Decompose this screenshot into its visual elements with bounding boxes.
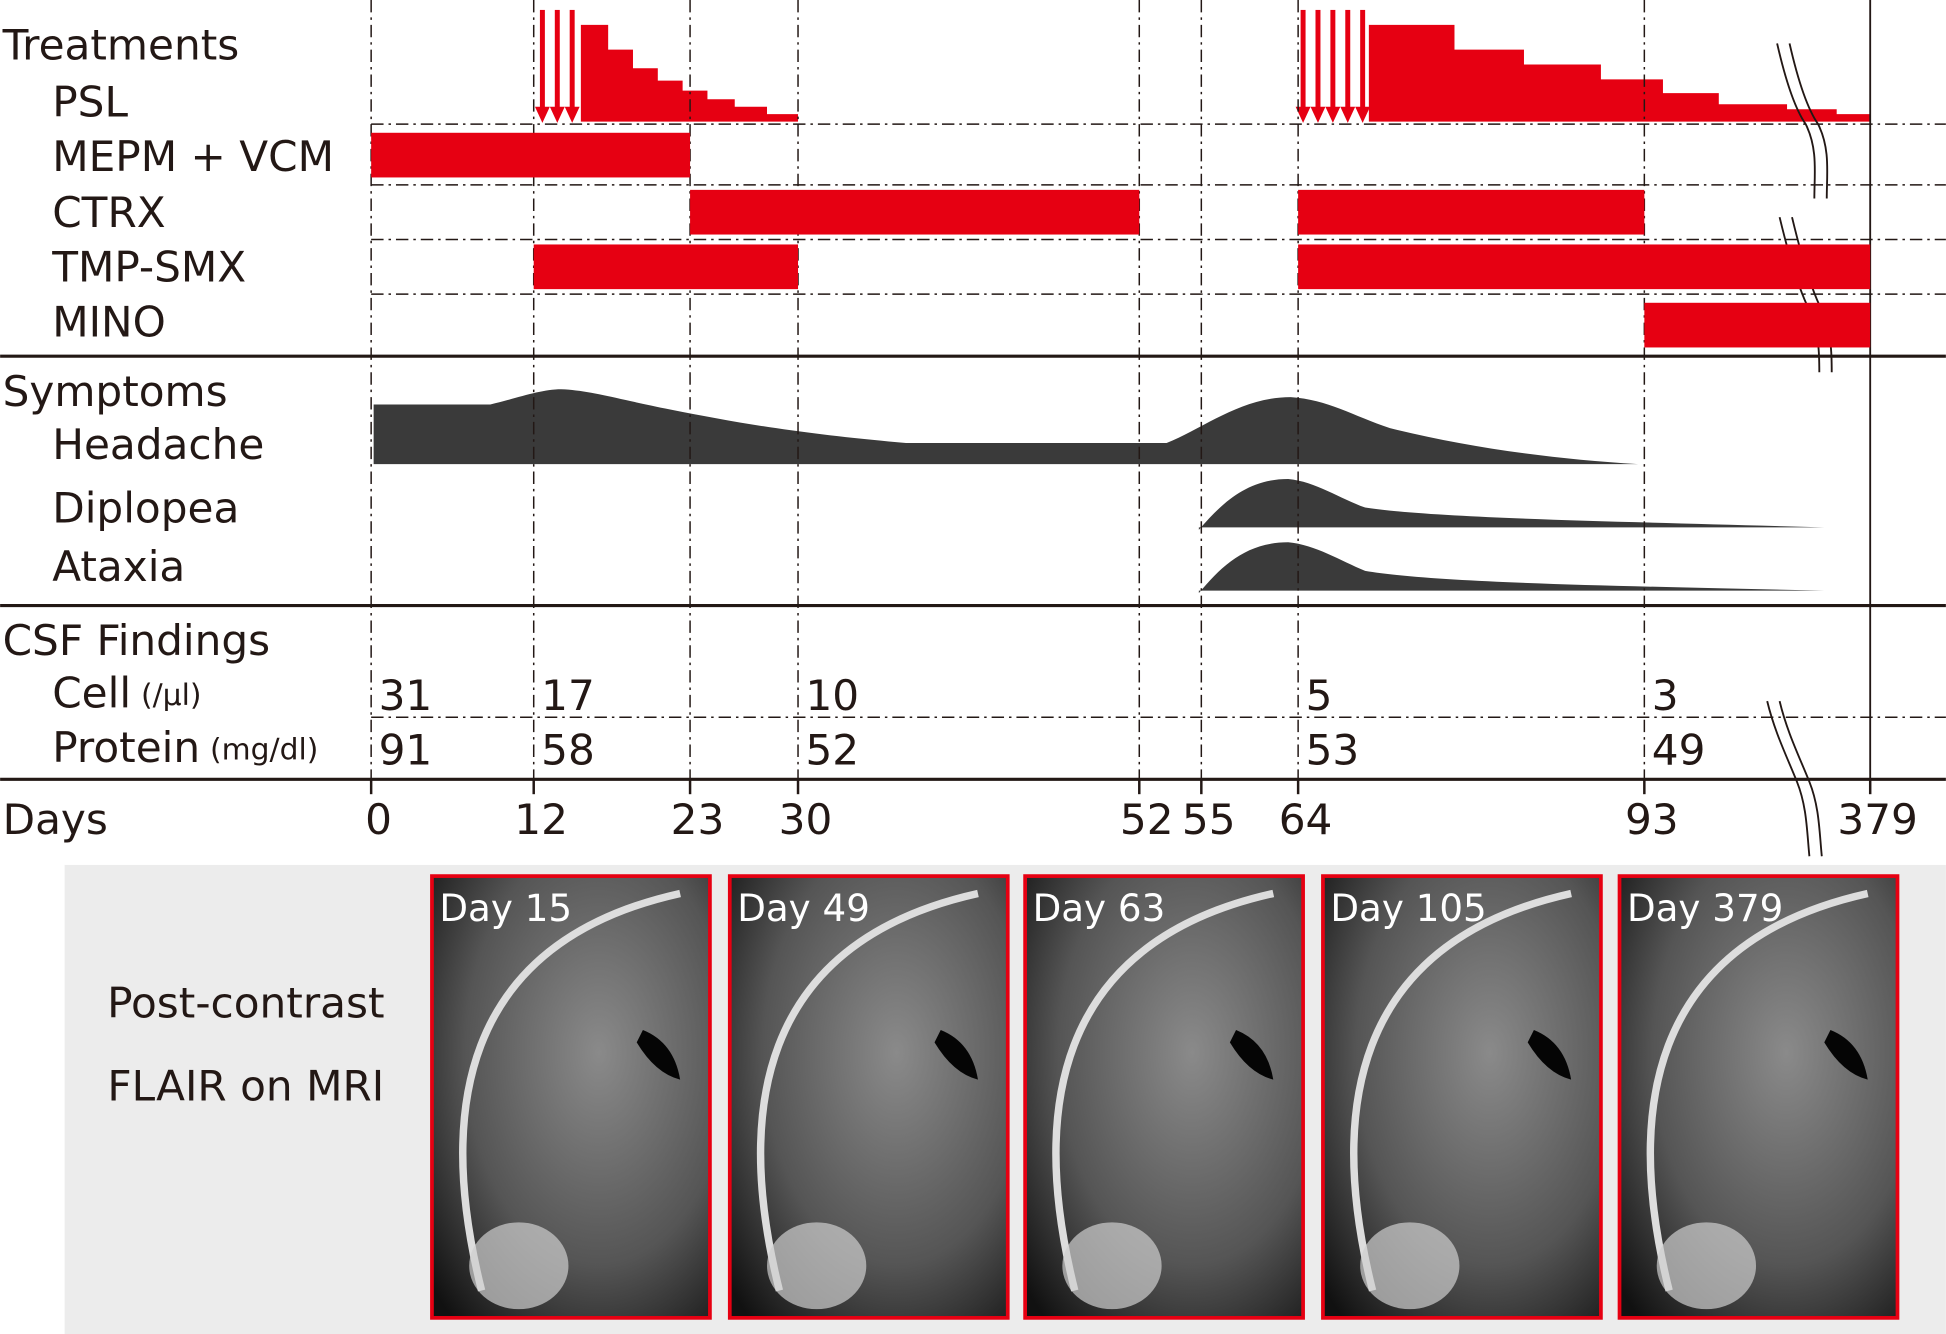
treatment-bar: [1644, 302, 1871, 348]
skull-arc: [1646, 889, 1869, 1292]
section-title: Symptoms: [3, 367, 228, 416]
guides: [0, 123, 1946, 781]
pulse-arrow-head: [1325, 106, 1341, 123]
mri-day-label: Day 49: [737, 886, 870, 930]
ataxia-curve: [1198, 542, 1825, 594]
pulse-arrow-head: [1295, 106, 1311, 123]
ventricle: [934, 1029, 978, 1080]
symptom-label: Headache: [52, 420, 264, 469]
lesion: [469, 1222, 569, 1310]
treatment-bar: [371, 132, 691, 178]
treatment-label: PSL: [52, 78, 128, 127]
pulse-arrow-head: [564, 106, 580, 123]
pulse-arrow: [1360, 9, 1366, 110]
section-title: CSF Findings: [3, 616, 271, 665]
mri-day-label: Day 105: [1330, 886, 1486, 930]
treatment-bar: [533, 244, 799, 290]
mri-image: Day 379: [1617, 874, 1900, 1320]
ventricle: [1527, 1029, 1572, 1080]
pulse-arrow-head: [1355, 106, 1371, 123]
section-title: Treatments: [2, 21, 240, 70]
skull-arc: [459, 889, 681, 1292]
day-tick-label: 12: [514, 795, 568, 844]
ventricle: [636, 1029, 681, 1080]
axis-break: [1766, 43, 1833, 857]
psl-taper: [1368, 24, 1871, 122]
pulse-arrow: [569, 9, 575, 110]
symptom-label: Ataxia: [52, 542, 185, 591]
day-tick-label: 30: [779, 795, 833, 844]
treatment-label: MEPM + VCM: [52, 132, 334, 181]
psl-course: [534, 9, 1871, 123]
day-tick-label: 55: [1182, 795, 1236, 844]
treatment-label: CTRX: [52, 188, 165, 237]
day-tick-label: 23: [671, 795, 725, 844]
csf-value: 17: [541, 671, 595, 720]
lesion: [767, 1222, 867, 1310]
csf-unit: (mg/dl): [210, 732, 318, 767]
csf-value: 3: [1652, 671, 1679, 720]
ventricle: [1824, 1029, 1868, 1080]
skull-arc: [1052, 889, 1275, 1292]
mri-day-label: Day 15: [439, 886, 572, 930]
csf-value: 5: [1306, 671, 1333, 720]
csf-value: 49: [1652, 725, 1706, 774]
treatment-bar: [1298, 244, 1871, 290]
pulse-arrow: [539, 9, 545, 110]
symptom-label: Diplopea: [52, 483, 239, 532]
day-tick-label: 379: [1837, 795, 1918, 844]
diplopea-curve: [1198, 478, 1825, 530]
mri-image: Day 49: [727, 874, 1010, 1320]
treatment-label: MINO: [52, 297, 166, 346]
csf-value: 10: [805, 671, 859, 720]
csf-label: Protein: [52, 723, 200, 772]
pulse-arrows: [534, 9, 1371, 123]
mri-image: Day 15: [430, 874, 712, 1320]
lesion: [1062, 1222, 1162, 1310]
pulse-arrow: [554, 9, 560, 110]
lesion: [1656, 1222, 1757, 1310]
ventricle: [1229, 1029, 1274, 1080]
pulse-arrow: [1315, 9, 1321, 110]
csf-value: 53: [1306, 725, 1360, 774]
day-tick-label: 0: [365, 795, 392, 844]
pulse-arrow-head: [1310, 106, 1326, 123]
day-tick-label: 64: [1279, 795, 1333, 844]
mri-image: Day 105: [1321, 874, 1603, 1320]
mri-label: FLAIR on MRI: [107, 1062, 384, 1111]
pulse-arrow-head: [534, 106, 550, 123]
psl-taper: [580, 24, 799, 122]
treatment-bar: [1298, 189, 1645, 235]
day-tick-label: 52: [1120, 795, 1174, 844]
axis-label: Days: [3, 795, 108, 844]
pulse-arrow: [1345, 9, 1351, 110]
mri-day-label: Day 63: [1033, 886, 1166, 930]
csf-value: 52: [805, 725, 859, 774]
csf-value: 91: [379, 725, 433, 774]
mri-image: Day 63: [1023, 874, 1305, 1320]
mri-day-label: Day 379: [1627, 886, 1783, 930]
mri-label: Post-contrast: [107, 979, 385, 1028]
csf-value: 58: [541, 725, 595, 774]
pulse-arrow: [1330, 9, 1336, 110]
csf-label: Cell: [52, 668, 131, 717]
pulse-arrow-head: [549, 106, 565, 123]
skull-arc: [756, 889, 979, 1292]
pulse-arrow: [1300, 9, 1306, 110]
headache-curve: [373, 389, 1639, 465]
csf-value: 31: [379, 671, 433, 720]
treatment-label: TMP-SMX: [51, 243, 246, 292]
skull-arc: [1350, 889, 1572, 1292]
csf-unit: (/μl): [141, 678, 201, 713]
lesion: [1360, 1222, 1460, 1310]
treatment-bar: [690, 189, 1140, 235]
pulse-arrow-head: [1340, 106, 1356, 123]
day-tick-label: 93: [1625, 795, 1679, 844]
